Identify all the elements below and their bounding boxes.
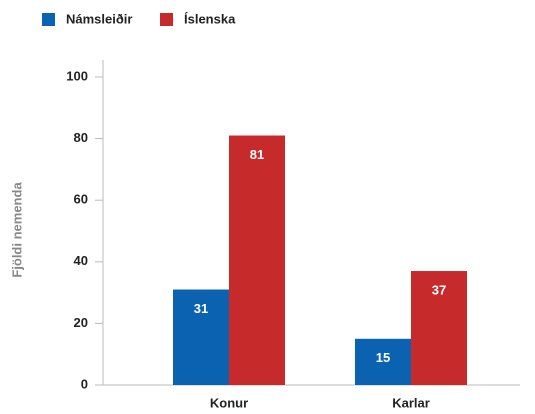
x-tick-label: Karlar: [392, 395, 430, 410]
value-label: 31: [194, 301, 208, 316]
y-tick-label: 100: [66, 68, 88, 83]
legend-label: Íslenska: [184, 11, 236, 26]
y-tick-label: 60: [74, 192, 88, 207]
y-axis-label: Fjöldi nemenda: [9, 182, 24, 278]
y-tick-label: 40: [74, 253, 88, 268]
value-label: 15: [376, 350, 390, 365]
value-label: 81: [250, 147, 264, 162]
legend-swatch: [160, 13, 173, 26]
bar: [229, 135, 285, 385]
value-label: 37: [432, 282, 446, 297]
bar: [355, 338, 411, 385]
x-tick-label: Konur: [210, 395, 248, 410]
bar: [173, 289, 229, 385]
y-tick-label: 0: [81, 376, 88, 391]
y-tick-label: 80: [74, 130, 88, 145]
y-tick-label: 20: [74, 315, 88, 330]
legend-label: Námsleiðir: [66, 11, 132, 26]
bar: [411, 271, 467, 385]
legend-swatch: [42, 13, 55, 26]
